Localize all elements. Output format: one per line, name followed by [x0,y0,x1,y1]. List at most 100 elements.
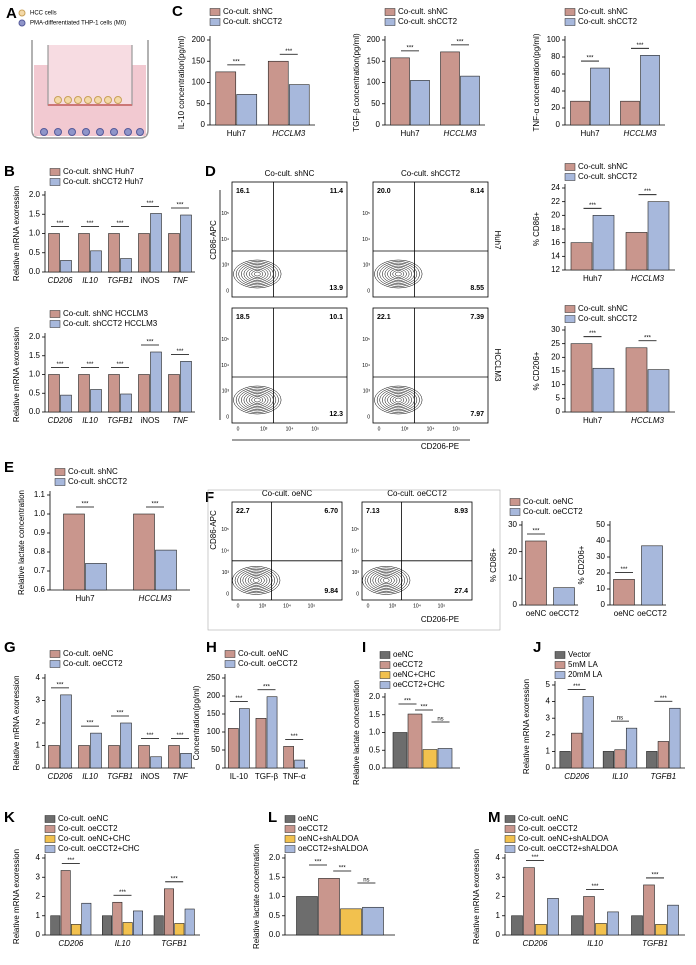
legend-label: oeCCT2 [298,824,328,833]
y-tick-label: 40 [596,536,605,545]
bar [63,513,85,591]
quadrant-value: 22.1 [377,314,391,321]
y-tick-label: 150 [367,56,381,65]
significance: *** [67,858,75,864]
legend-swatch [384,18,396,26]
panel-letter: E [4,459,14,476]
contour [395,397,402,403]
legend-label: Co-cult. oeCCT2 [523,507,583,516]
y-tick-label: 4 [546,697,551,706]
y-axis-label: % CD86+ [489,547,498,582]
legend-swatch [49,660,61,668]
x-tick-label: Huh7 [580,129,600,138]
bar [227,728,239,769]
contour [246,393,269,407]
y-tick-label: 10⁴ [362,237,370,243]
y-tick-label: 0 [226,288,229,294]
legend-swatch [49,168,61,176]
y-tick-label: 1.0 [29,229,41,238]
legend-label: Co-cult. shNC [68,467,118,476]
x-tick-label: CD206 [48,772,73,781]
bar [646,751,658,769]
quadrant-value: 20.0 [377,188,391,195]
axis-label: CD206-PE [421,615,459,624]
bar [71,924,81,936]
bar [641,545,663,606]
panel-frame [207,489,501,631]
y-tick-label: 2 [546,730,551,739]
y-tick-label: 200 [367,35,381,44]
panel-letter: L [268,809,277,826]
y-tick-label: 14 [551,251,560,260]
legend-label: Co-cult. shCCT2 [578,314,638,323]
y-tick-label: 250 [207,673,221,682]
bar [108,374,120,413]
x-tick-label: TNF [172,772,189,781]
quadrant-value: 12.3 [329,411,343,418]
legend-swatch [49,310,61,318]
bar [122,922,133,936]
contour [241,390,274,410]
y-tick-label: 10³ [352,570,360,576]
axis-label: CD86-APC [209,510,218,550]
bar [138,374,150,413]
legend-swatch [224,660,236,668]
y-axis-label: TGF-β concentration(pg/ml) [352,33,361,132]
significance: *** [651,873,659,879]
y-tick-label: 1.5 [29,351,41,360]
y-tick-label: 30 [508,520,517,529]
bar [267,60,289,126]
row-label: HCCLM3 [493,349,502,382]
y-tick-label: 12 [551,265,560,274]
y-axis-label: Relative mRNA exoression [472,849,481,944]
bar [112,901,123,936]
legend-swatch [554,661,566,669]
legend-swatch [564,315,576,323]
significance: *** [86,721,94,727]
y-tick-label: 5 [556,393,561,402]
x-tick-label: 10⁴ [286,426,294,432]
y-tick-label: 20 [508,547,517,556]
y-tick-label: 2.0 [269,853,281,862]
y-tick-label: 2.0 [369,692,381,701]
significance: *** [116,362,124,368]
bar [102,915,112,936]
y-tick-label: 4 [36,673,41,682]
hcc-cells [54,96,122,104]
quadrant-value: 8.93 [454,508,468,515]
significance: *** [314,860,322,866]
y-axis-label: % CD206+ [577,545,586,584]
contour [392,270,405,278]
legend-label: Co-cult. shNC HCCLM3 [63,309,148,318]
row-label: Huh7 [493,230,502,250]
contour [247,575,265,586]
bar [90,250,102,273]
legend-label: oeCCT2+shALDOA [298,844,369,853]
x-tick-label: CD206 [523,939,548,948]
x-tick-label: 10³ [259,603,267,609]
panel-letter: F [205,489,214,506]
x-tick-label: CD206 [48,416,73,425]
bar [657,741,669,769]
bar [239,708,250,769]
legend-label: Co-cult. oeNC [523,497,573,506]
bar [595,923,607,936]
contour [235,261,279,287]
y-tick-label: 15 [551,366,560,375]
x-tick-label: 10³ [260,426,268,432]
legend-swatch [554,671,566,679]
legend-label: Co-cult. oeNC+CHC [58,834,130,843]
y-tick-label: 0.5 [29,248,41,257]
y-tick-label: 0 [496,930,501,939]
x-tick-label: TGFB1 [107,416,133,425]
legend-swatch [54,468,66,476]
bar [60,260,72,273]
bar [294,759,306,769]
y-tick-label: 0.5 [29,388,41,397]
y-tick-label: 0 [226,591,229,597]
bar [422,749,438,769]
y-axis-label: Relative mRNA exoression [12,327,21,422]
bar [108,745,120,769]
panel-letter: J [533,639,541,656]
y-tick-label: 0.9 [34,528,46,537]
